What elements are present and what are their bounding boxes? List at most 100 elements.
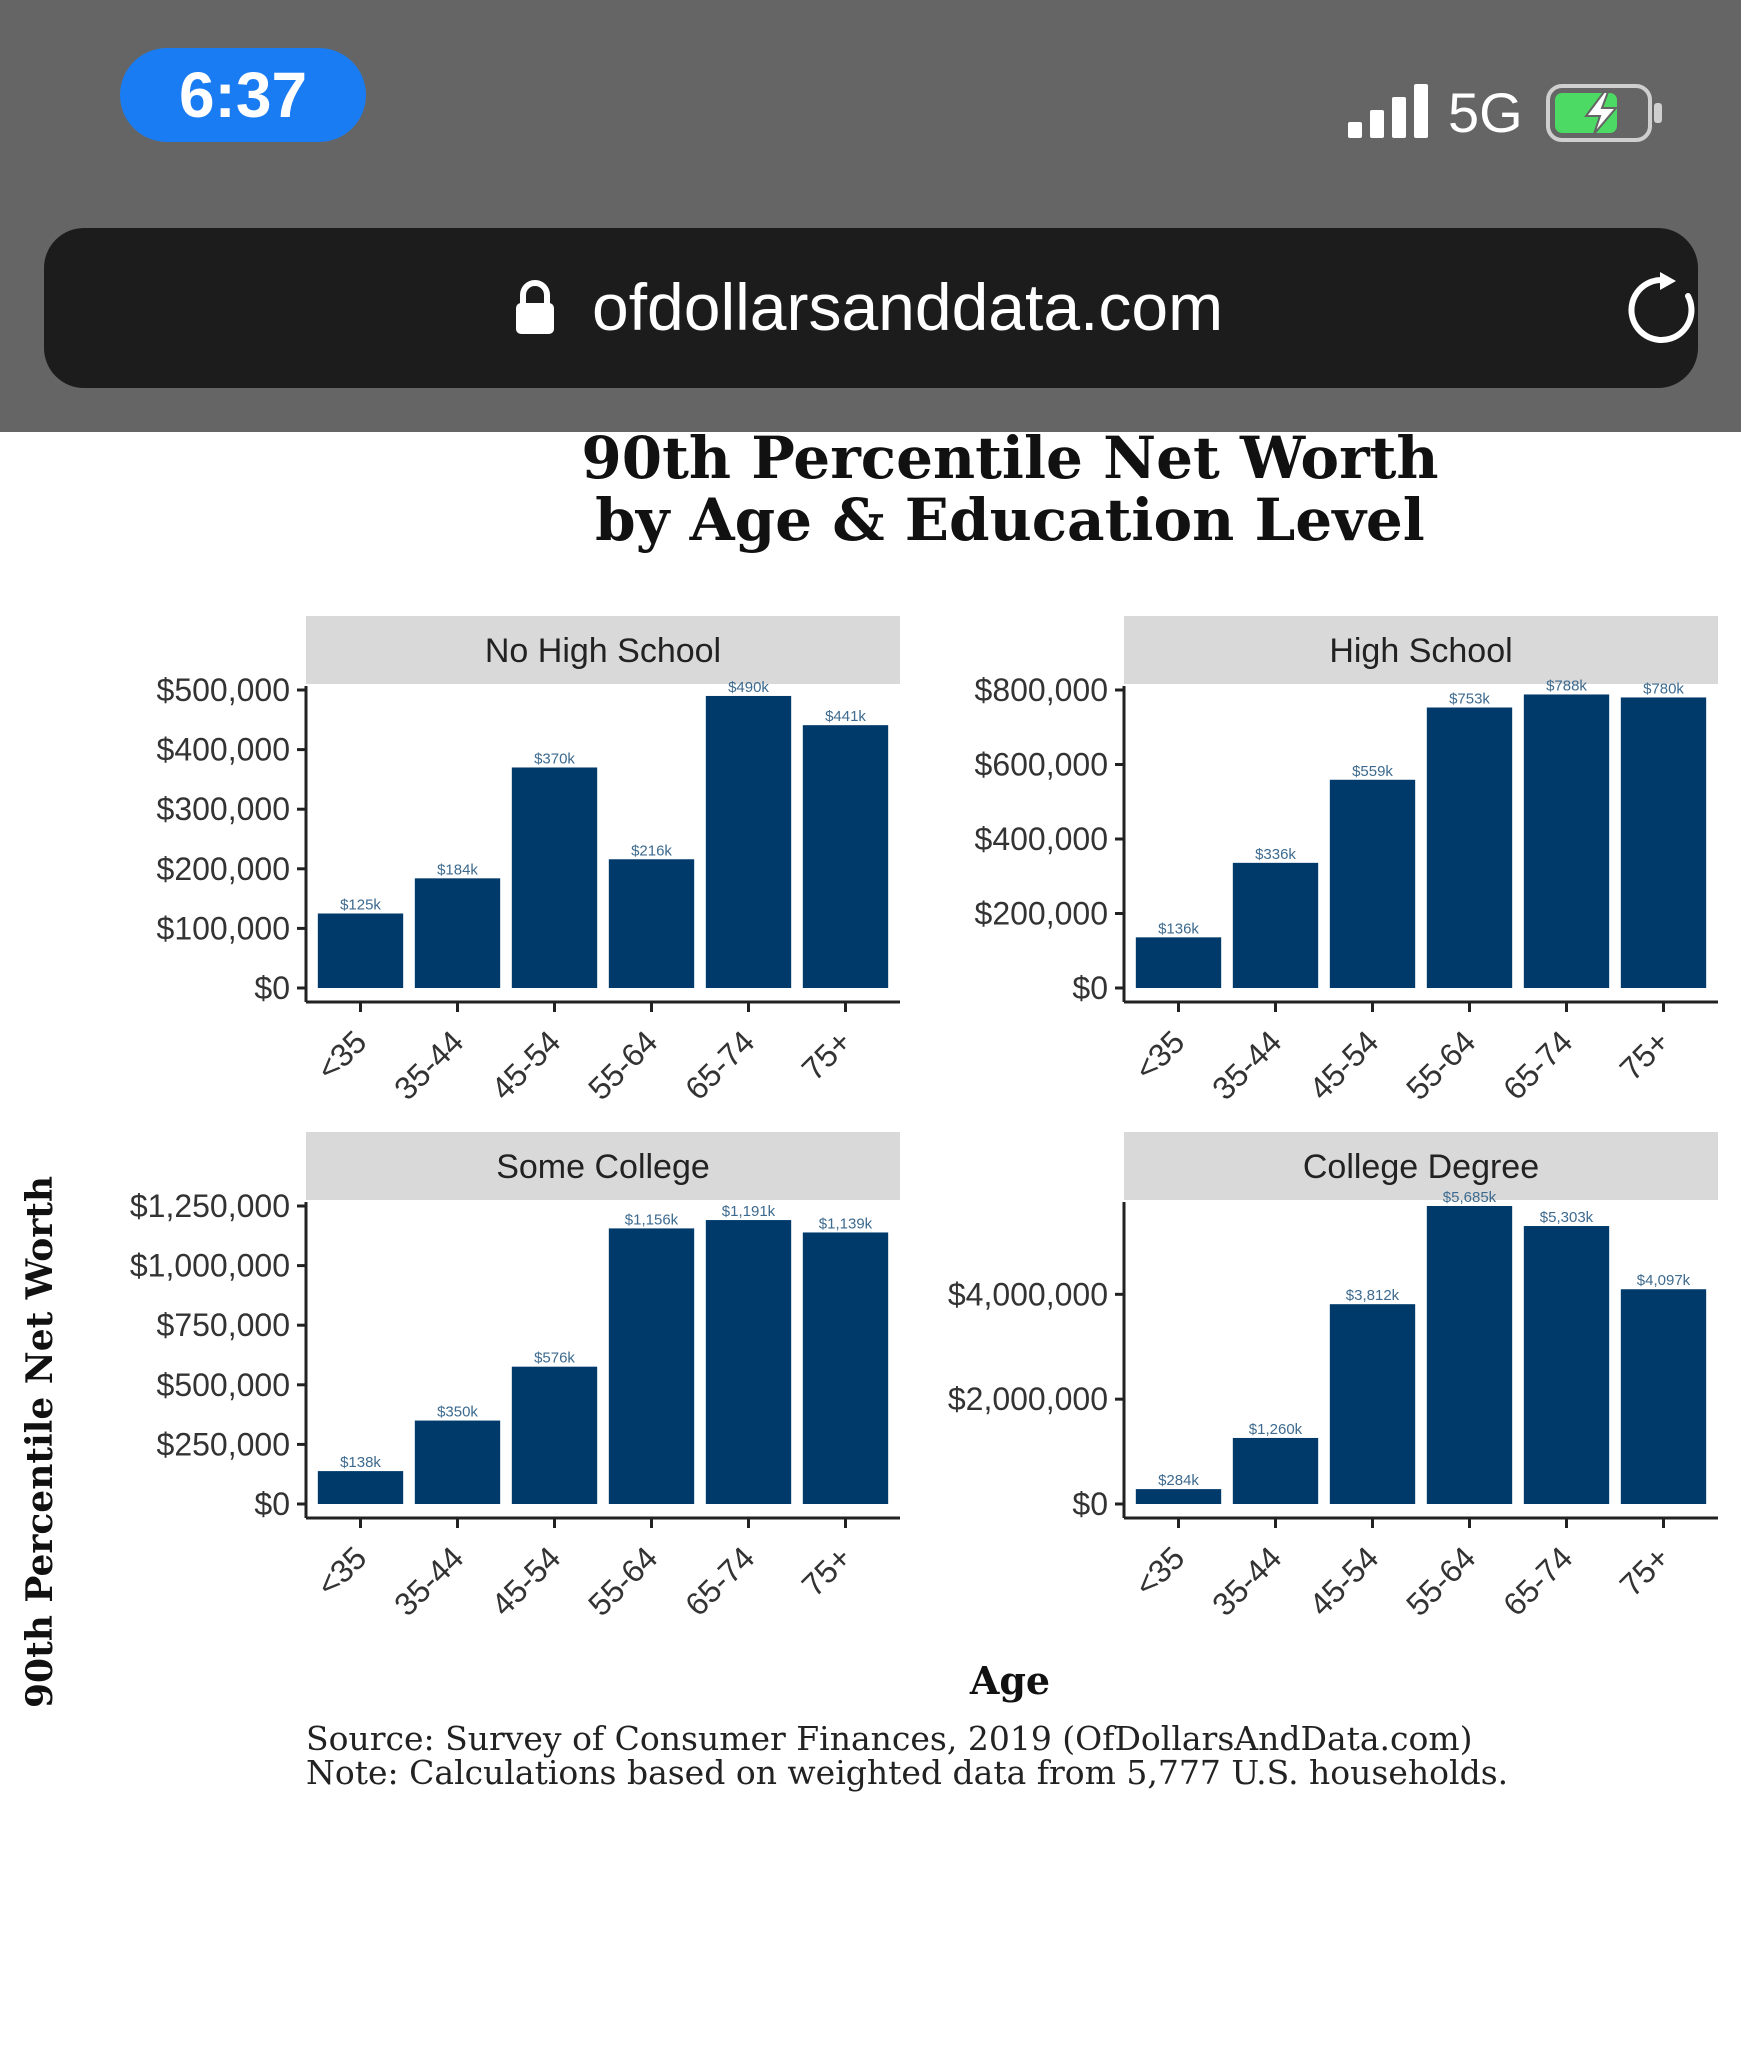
x-tick-label: 45-54 xyxy=(484,1539,567,1622)
x-tick-label: 45-54 xyxy=(1302,1023,1385,1106)
bar-value-label: $184k xyxy=(437,861,478,878)
facet-title: College Degree xyxy=(1303,1148,1539,1186)
facet-college-degree: College Degree $0 $2,000,000 $4,000,000 $284… xyxy=(948,1132,1718,1623)
x-tick-label: 75+ xyxy=(795,1539,859,1603)
y-tick-label: $0 xyxy=(1072,1486,1108,1522)
battery-charging-icon xyxy=(1546,84,1662,142)
x-tick-label: 65-74 xyxy=(1496,1023,1579,1106)
y-axis-title: 90th Percentile Net Worth xyxy=(19,1176,61,1708)
facet-strip xyxy=(306,1132,900,1200)
network-type: 5G xyxy=(1448,81,1523,144)
bar xyxy=(1329,1304,1416,1504)
chart-title-line2: by Age & Education Level xyxy=(595,486,1425,554)
signal-strength-icon xyxy=(1348,84,1428,138)
bar-value-label: $490k xyxy=(728,679,769,696)
bar xyxy=(414,1420,501,1504)
x-tick-label: 45-54 xyxy=(484,1023,567,1106)
address-bar[interactable]: ofdollarsanddata.com xyxy=(44,228,1698,388)
bar-value-label: $1,156k xyxy=(625,1211,679,1228)
y-tick-label: $400,000 xyxy=(157,732,290,768)
bar-value-label: $559k xyxy=(1352,763,1393,780)
bar-value-label: $125k xyxy=(340,897,381,914)
y-tick-label: $400,000 xyxy=(975,821,1108,857)
bar xyxy=(1620,697,1707,988)
facet-title: Some College xyxy=(496,1148,710,1186)
bar-value-label: $788k xyxy=(1546,677,1587,694)
x-tick-label: <35 xyxy=(310,1023,374,1087)
x-tick-label: 55-64 xyxy=(581,1023,664,1106)
x-tick-label: 55-64 xyxy=(1399,1539,1482,1622)
bar xyxy=(608,1228,695,1504)
lock-icon xyxy=(516,280,554,334)
x-tick-label: 65-74 xyxy=(678,1023,761,1106)
x-tick-label: <35 xyxy=(1128,1023,1192,1087)
bar xyxy=(1523,694,1610,988)
facet-strip xyxy=(1124,616,1718,684)
y-tick-label: $500,000 xyxy=(157,1367,290,1403)
calculation-note: Note: Calculations based on weighted dat… xyxy=(306,1753,1508,1792)
y-tick-label: $0 xyxy=(254,970,290,1006)
bar-value-label: $576k xyxy=(534,1350,575,1367)
bar xyxy=(1329,779,1416,988)
bar xyxy=(802,725,889,988)
bar-value-label: $780k xyxy=(1643,680,1684,697)
bar xyxy=(511,767,598,988)
x-axis-title: Age xyxy=(969,1658,1050,1703)
url-text[interactable]: ofdollarsanddata.com xyxy=(592,270,1224,344)
y-tick-label: $1,000,000 xyxy=(130,1248,290,1284)
bar xyxy=(802,1232,889,1504)
bar xyxy=(511,1366,598,1504)
y-tick-label: $4,000,000 xyxy=(948,1276,1108,1312)
bar xyxy=(1135,937,1222,988)
bar-value-label: $4,097k xyxy=(1637,1272,1691,1289)
y-tick-label: $0 xyxy=(254,1486,290,1522)
bar xyxy=(705,695,792,988)
x-tick-label: 55-64 xyxy=(1399,1023,1482,1106)
bar-value-label: $336k xyxy=(1255,846,1296,863)
y-tick-label: $200,000 xyxy=(157,851,290,887)
x-tick-label: 55-64 xyxy=(581,1539,664,1622)
facet-strip xyxy=(1124,1132,1718,1200)
x-tick-label: 35-44 xyxy=(387,1023,470,1106)
status-time[interactable]: 6:37 xyxy=(120,48,366,142)
bar-value-label: $1,260k xyxy=(1249,1421,1303,1438)
x-tick-label: 35-44 xyxy=(1205,1539,1288,1622)
x-tick-label: <35 xyxy=(1128,1539,1192,1603)
bar-value-label: $370k xyxy=(534,750,575,767)
y-tick-label: $2,000,000 xyxy=(948,1381,1108,1417)
y-tick-label: $200,000 xyxy=(975,896,1108,932)
bar xyxy=(1232,1437,1319,1504)
bar xyxy=(1523,1226,1610,1504)
x-tick-label: 45-54 xyxy=(1302,1539,1385,1622)
bar-value-label: $284k xyxy=(1158,1472,1199,1489)
x-tick-label: 75+ xyxy=(1613,1023,1677,1087)
chart-title-line1: 90th Percentile Net Worth xyxy=(581,432,1438,492)
y-tick-label: $250,000 xyxy=(157,1426,290,1462)
facet-title: High School xyxy=(1329,632,1512,670)
status-and-browser-chrome: 6:37 5G ofdollarsanddata.com xyxy=(0,0,1741,432)
y-tick-label: $1,250,000 xyxy=(130,1188,290,1224)
x-tick-label: 75+ xyxy=(1613,1539,1677,1603)
bar-value-label: $136k xyxy=(1158,920,1199,937)
bar xyxy=(317,1471,404,1504)
bar xyxy=(1426,707,1513,988)
bar-value-label: $3,812k xyxy=(1346,1287,1400,1304)
y-tick-label: $300,000 xyxy=(157,791,290,827)
bar-value-label: $5,303k xyxy=(1540,1209,1594,1226)
bar xyxy=(705,1220,792,1504)
y-tick-label: $100,000 xyxy=(157,910,290,946)
source-note: Source: Survey of Consumer Finances, 201… xyxy=(306,1719,1473,1758)
bar-value-label: $1,139k xyxy=(819,1215,873,1232)
bar xyxy=(1232,862,1319,988)
y-tick-label: $800,000 xyxy=(975,672,1108,708)
y-tick-label: $600,000 xyxy=(975,747,1108,783)
bar xyxy=(317,913,404,988)
bar-value-label: $216k xyxy=(631,842,672,859)
bar-value-label: $138k xyxy=(340,1454,381,1471)
bar-value-label: $753k xyxy=(1449,691,1490,708)
reload-icon[interactable] xyxy=(1624,272,1700,348)
x-tick-label: 75+ xyxy=(795,1023,859,1087)
facet-title: No High School xyxy=(485,632,721,670)
facet-no-high-school: No High School $0 $100,000 $200,000 $300,000… xyxy=(157,616,900,1107)
bar xyxy=(1426,1206,1513,1504)
